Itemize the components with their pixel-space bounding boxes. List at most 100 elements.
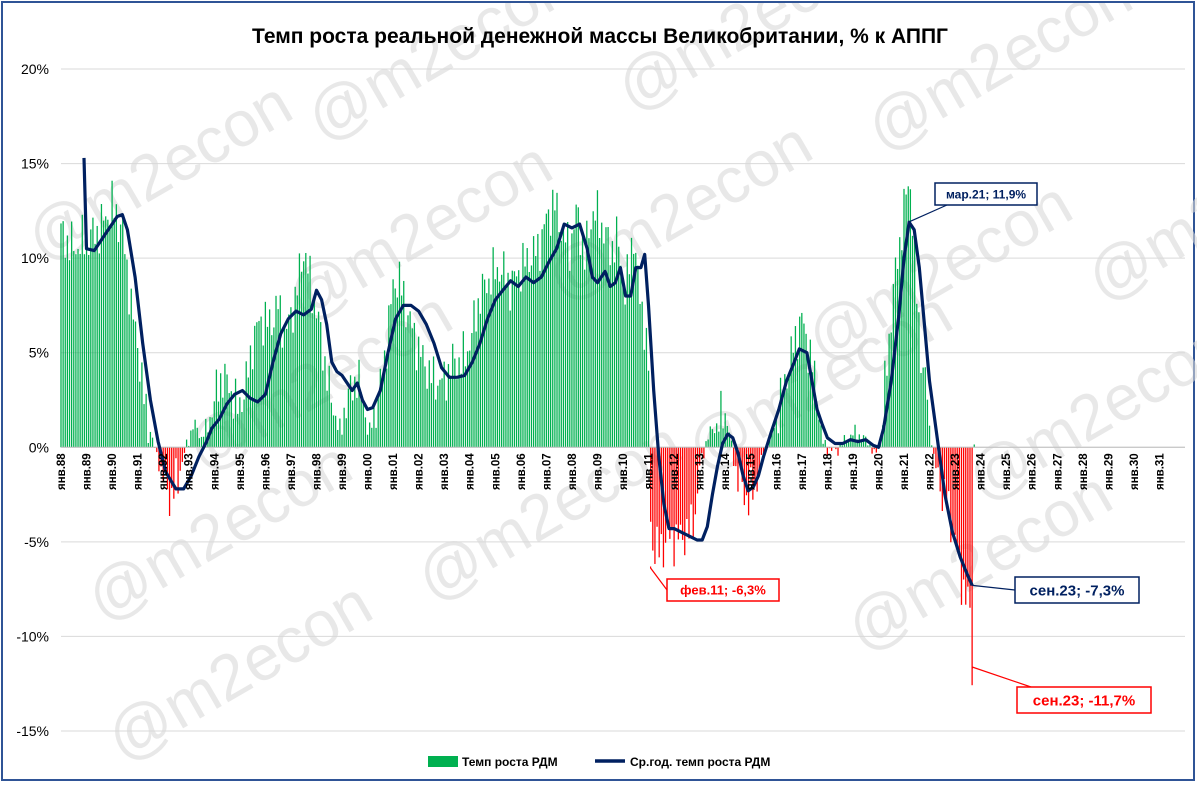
bar bbox=[709, 426, 711, 448]
bar bbox=[856, 439, 858, 448]
x-tick-label: янв.27 bbox=[1052, 453, 1064, 490]
bar bbox=[177, 447, 179, 494]
bar bbox=[85, 234, 88, 448]
bar bbox=[779, 377, 782, 448]
bar bbox=[286, 328, 288, 448]
bar bbox=[792, 352, 794, 448]
bar bbox=[130, 288, 132, 448]
bar bbox=[490, 294, 492, 448]
bar bbox=[220, 373, 222, 448]
bar bbox=[720, 390, 722, 448]
bar bbox=[234, 378, 237, 448]
bar bbox=[145, 393, 147, 448]
bar bbox=[73, 251, 75, 448]
bar bbox=[413, 322, 416, 448]
bar bbox=[239, 397, 241, 448]
bar bbox=[452, 343, 454, 448]
x-tick-label: янв.18 bbox=[822, 453, 834, 490]
bar bbox=[98, 253, 100, 448]
bar bbox=[290, 307, 292, 448]
bar bbox=[509, 310, 511, 448]
bar bbox=[873, 447, 875, 450]
bar bbox=[524, 266, 526, 448]
bar bbox=[105, 216, 107, 448]
x-tick-label: янв.16 bbox=[771, 453, 783, 490]
callout-leader bbox=[972, 584, 1016, 591]
bar bbox=[179, 447, 181, 471]
bar bbox=[562, 224, 565, 448]
bar bbox=[692, 447, 694, 539]
bar bbox=[624, 304, 626, 448]
bar bbox=[556, 192, 558, 448]
bar bbox=[745, 447, 748, 496]
bar bbox=[113, 218, 115, 448]
bar bbox=[535, 256, 537, 448]
y-tick-label: 10% bbox=[21, 250, 49, 266]
bar bbox=[486, 293, 488, 448]
bar bbox=[684, 447, 686, 556]
bar bbox=[390, 304, 392, 448]
bar bbox=[515, 276, 518, 448]
bar bbox=[645, 327, 648, 448]
bar bbox=[641, 301, 643, 448]
x-tick-label: янв.25 bbox=[1001, 453, 1013, 490]
bar bbox=[111, 180, 113, 448]
bar bbox=[803, 323, 805, 448]
bar bbox=[673, 447, 675, 567]
x-tick-label: янв.09 bbox=[592, 453, 604, 490]
bar bbox=[656, 447, 658, 527]
x-tick-label: янв.97 bbox=[286, 453, 298, 490]
bar bbox=[658, 447, 660, 558]
bar bbox=[386, 368, 388, 448]
bar bbox=[107, 219, 109, 448]
bar bbox=[94, 243, 96, 448]
bar bbox=[454, 358, 456, 448]
callout-label: сен.23; -7,3% bbox=[1030, 582, 1125, 599]
bar bbox=[707, 439, 709, 448]
bar bbox=[837, 447, 839, 456]
bar bbox=[713, 433, 716, 448]
bar bbox=[609, 265, 611, 448]
bar bbox=[343, 407, 345, 448]
bar bbox=[948, 447, 950, 492]
bar bbox=[807, 372, 809, 448]
bar bbox=[681, 447, 684, 540]
bar bbox=[884, 360, 886, 448]
bar bbox=[77, 248, 79, 448]
bar bbox=[298, 253, 301, 448]
x-tick-label: янв.31 bbox=[1154, 453, 1166, 490]
bar bbox=[356, 397, 358, 448]
bar bbox=[254, 325, 256, 448]
bar bbox=[607, 227, 609, 448]
bar bbox=[352, 400, 354, 448]
bar-series bbox=[60, 180, 975, 686]
bar bbox=[288, 314, 290, 448]
bar bbox=[705, 441, 707, 448]
x-tick-label: янв.12 bbox=[669, 453, 681, 490]
x-tick-label: янв.22 bbox=[925, 453, 937, 490]
bar bbox=[522, 242, 524, 448]
bar bbox=[537, 233, 539, 448]
y-tick-label: -10% bbox=[16, 628, 49, 644]
x-tick-label: янв.92 bbox=[158, 453, 170, 490]
x-tick-label: янв.11 bbox=[644, 453, 656, 490]
bar bbox=[671, 447, 673, 528]
bar bbox=[962, 447, 965, 580]
bar bbox=[854, 424, 856, 448]
bar bbox=[245, 361, 247, 448]
x-tick-label: янв.91 bbox=[133, 453, 145, 490]
x-tick-label: янв.03 bbox=[439, 453, 451, 490]
bar bbox=[88, 254, 90, 448]
bar bbox=[558, 232, 560, 448]
bar bbox=[549, 235, 552, 448]
bar bbox=[411, 328, 413, 448]
bar bbox=[954, 447, 956, 535]
bar bbox=[109, 225, 111, 448]
bar bbox=[415, 370, 418, 448]
bar bbox=[66, 235, 69, 448]
bar bbox=[156, 447, 158, 453]
bar bbox=[339, 418, 341, 448]
bar bbox=[456, 379, 458, 448]
bar bbox=[200, 436, 203, 448]
bar bbox=[816, 401, 818, 448]
